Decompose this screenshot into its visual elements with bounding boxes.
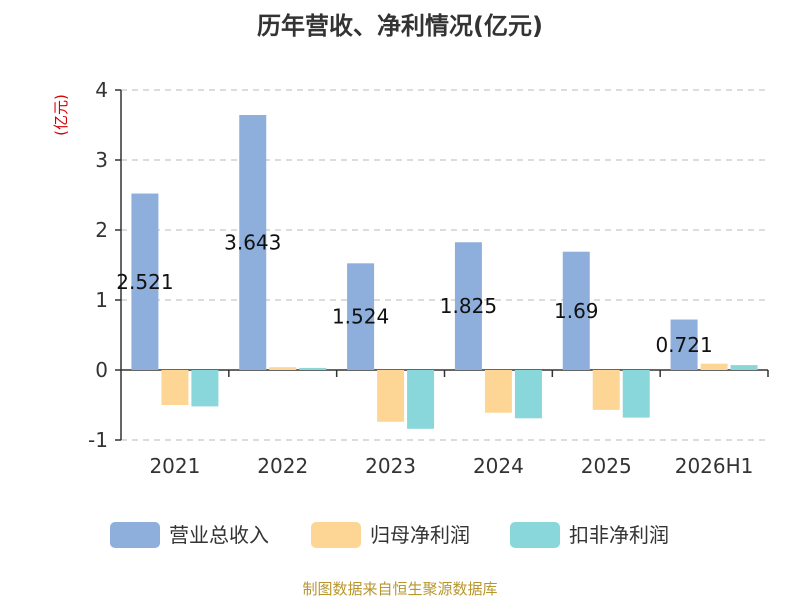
data-label: 0.721 (655, 333, 712, 357)
bar-3 (407, 370, 435, 429)
bar-1 (347, 263, 375, 370)
bar-1 (131, 193, 159, 370)
data-label: 1.825 (440, 294, 497, 318)
bar-2 (700, 363, 728, 370)
bar-2 (269, 367, 297, 370)
bar-3 (191, 370, 219, 407)
legend-label: 扣非净利润 (569, 523, 669, 547)
x-tick-label: 2023 (365, 454, 416, 478)
y-tick-label: 2 (95, 218, 108, 242)
bars (131, 114, 758, 429)
bar-2 (592, 370, 620, 410)
legend: 营业总收入 归母净利润 扣非净利润 (110, 522, 669, 548)
bar-1 (670, 319, 698, 370)
x-tick-label: 2024 (473, 454, 524, 478)
legend-swatch (510, 522, 560, 548)
legend-label: 归母净利润 (370, 523, 470, 547)
x-tick-label: 2025 (581, 454, 632, 478)
bar-1 (454, 242, 482, 370)
data-labels: 2.521 3.643 1.524 1.825 1.69 0.721 (116, 230, 712, 356)
legend-swatch (311, 522, 361, 548)
legend-swatch (110, 522, 160, 548)
x-tick-label: 2026H1 (675, 454, 754, 478)
bar-2 (377, 370, 405, 422)
data-label: 1.524 (332, 305, 389, 329)
legend-item[interactable]: 归母净利润 (311, 522, 470, 548)
bar-2 (484, 370, 512, 413)
legend-label: 营业总收入 (169, 523, 269, 547)
y-tick-label: 3 (95, 148, 108, 172)
data-label: 2.521 (116, 270, 173, 294)
bar-3 (299, 367, 327, 370)
y-unit-label: (亿元) (52, 94, 70, 136)
bar-3 (622, 370, 650, 418)
data-label: 3.643 (224, 230, 281, 254)
bar-1 (239, 114, 267, 371)
bar-3 (514, 370, 542, 419)
source-note: 制图数据来自恒生聚源数据库 (302, 580, 497, 598)
legend-item[interactable]: 营业总收入 (110, 522, 269, 548)
data-label: 1.69 (554, 299, 599, 323)
y-tick-label: 0 (95, 358, 108, 382)
x-tick-label: 2021 (149, 454, 200, 478)
chart-title: 历年营收、净利情况(亿元) (257, 12, 543, 40)
bar-2 (161, 370, 189, 405)
y-tick-label: -1 (88, 428, 108, 452)
y-tick-label: 4 (95, 78, 108, 102)
gridlines (121, 89, 768, 441)
legend-item[interactable]: 扣非净利润 (510, 522, 669, 548)
bar-3 (730, 365, 758, 370)
bar-1 (562, 251, 590, 370)
x-tick-label: 2022 (257, 454, 308, 478)
axes: 4 3 2 1 0 -1 2021 2022 2023 2024 2025 2026H1 (88, 78, 769, 478)
y-tick-label: 1 (95, 288, 108, 312)
